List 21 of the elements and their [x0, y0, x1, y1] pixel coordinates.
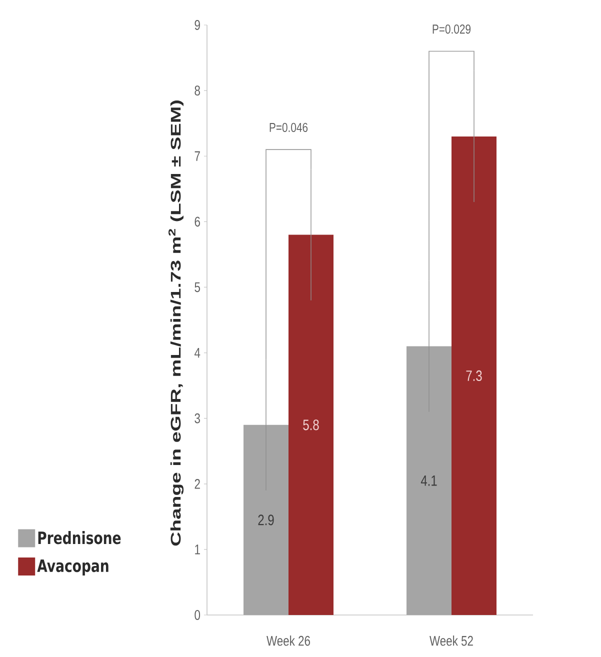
- data-label: 2.9: [258, 514, 274, 526]
- y-axis-title: Change in eGFR, mL/min/1.73 m$^{2}$ (LSM ± SEM): [168, 100, 184, 546]
- y-tick-label: 6: [194, 216, 200, 227]
- x-tick-label: Week 52: [430, 636, 473, 646]
- data-label: 4.1: [420, 475, 437, 486]
- data-label: 7.3: [466, 370, 482, 382]
- y-tick-label: 9: [194, 20, 200, 30]
- x-tick-label: Week 26: [266, 636, 310, 646]
- legend-label: Avacopan: [37, 560, 108, 576]
- y-tick-label: 2: [194, 478, 200, 489]
- annotation: P=0.029: [432, 24, 471, 34]
- y-tick-label: 1: [195, 544, 200, 554]
- annotation: P=0.046: [270, 122, 308, 132]
- y-tick-label: 7: [194, 151, 200, 161]
- y-tick-label: 8: [194, 86, 200, 96]
- data-label: 5.8: [303, 420, 319, 430]
- y-tick-label: 0: [194, 610, 200, 620]
- y-tick-label: 3: [194, 413, 200, 424]
- legend-label: Prednisone: [38, 531, 121, 544]
- y-tick-label: 4: [194, 348, 200, 358]
- y-tick-label: 5: [194, 282, 200, 292]
